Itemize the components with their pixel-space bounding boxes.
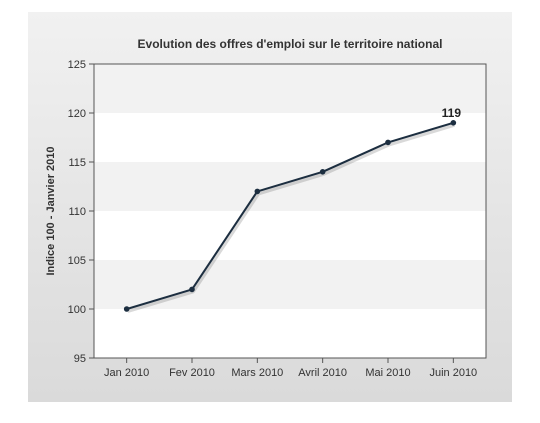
y-tick-label: 105	[68, 255, 86, 267]
x-tick-label: Juin 2010	[429, 367, 477, 379]
series-layer	[126, 121, 454, 310]
series-line-shadow	[127, 122, 455, 313]
data-label: 119	[442, 106, 462, 120]
y-tick-label: 110	[68, 206, 86, 218]
grid-band	[94, 260, 486, 309]
data-point	[189, 286, 195, 293]
data-point	[385, 139, 391, 146]
grid-band	[94, 64, 486, 113]
data-points	[123, 120, 457, 312]
y-tick-label: 95	[74, 353, 86, 365]
x-tick-label: Mars 2010	[231, 367, 283, 379]
data-point	[319, 169, 326, 175]
series-line	[126, 121, 454, 310]
x-tick-label: Jan 2010	[104, 367, 149, 379]
y-tick-label: 125	[68, 59, 86, 71]
data-point	[123, 306, 130, 312]
chart-panel: 95 100 105 110 115 120 125 Jan 2010 Fev 2010 Mars…	[28, 12, 512, 402]
axis-ticks: 95 100 105 110 115 120 125 Jan 2010 Fev 2010 Mars…	[68, 59, 478, 379]
chart-title: Evolution des offres d'emploi sur le ter…	[138, 37, 443, 51]
y-tick-label: 100	[68, 304, 86, 316]
y-tick-label: 120	[68, 108, 86, 120]
line-shadow	[127, 122, 455, 313]
line-chart: 95 100 105 110 115 120 125 Jan 2010 Fev 2010 Mars…	[45, 37, 487, 379]
grid-bands	[94, 64, 486, 358]
x-tick-label: Fev 2010	[169, 367, 215, 379]
y-axis-title: Indice 100 - Janvier 2010	[45, 146, 57, 275]
x-tick-label: Avril 2010	[298, 367, 347, 379]
data-labels: 119	[442, 106, 462, 120]
data-point	[254, 188, 261, 195]
x-tick-label: Mai 2010	[365, 367, 410, 379]
grid-band	[94, 162, 486, 211]
y-tick-label: 115	[68, 157, 86, 169]
data-point	[450, 120, 457, 126]
